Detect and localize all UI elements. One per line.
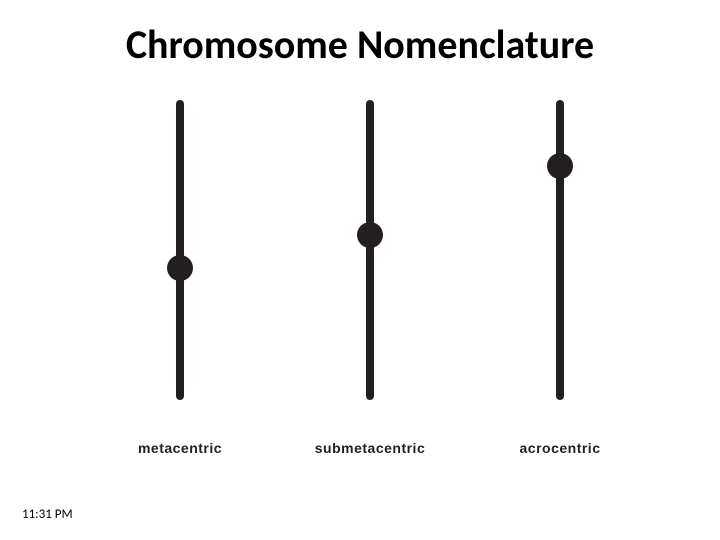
chromosome-label: acrocentric [490, 440, 630, 456]
centromere-dot [547, 153, 573, 179]
chromosome-label: metacentric [110, 440, 250, 456]
centromere-dot [167, 255, 193, 281]
chromosome-bar [366, 100, 374, 400]
chromosome-acrocentric: acrocentric [490, 100, 630, 456]
chromosome-diagram: metacentric submetacentric acrocentric [100, 100, 640, 470]
bar-wrap [300, 100, 440, 400]
slide: Chromosome Nomenclature metacentric subm… [0, 0, 720, 540]
chromosome-label: submetacentric [300, 440, 440, 456]
timestamp: 11:31 PM [22, 507, 73, 522]
centromere-dot [357, 222, 383, 248]
chromosome-bar [556, 100, 564, 400]
chromosome-submetacentric: submetacentric [300, 100, 440, 456]
slide-title: Chromosome Nomenclature [0, 20, 720, 69]
bar-wrap [490, 100, 630, 400]
chromosome-metacentric: metacentric [110, 100, 250, 456]
chromosome-bar [176, 100, 184, 400]
bar-wrap [110, 100, 250, 400]
